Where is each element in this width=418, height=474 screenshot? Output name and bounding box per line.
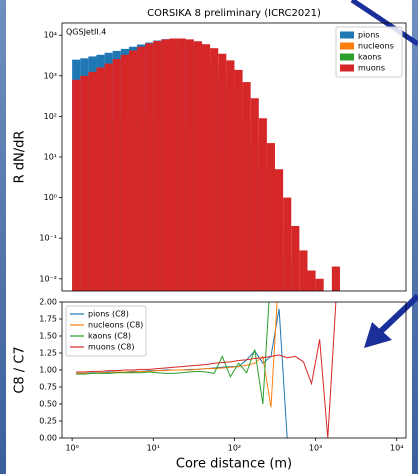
- bar: [234, 69, 243, 291]
- legend-label: kaons (C8): [88, 332, 131, 341]
- bar: [299, 250, 308, 291]
- y-tick-label: 1.75: [39, 315, 57, 324]
- x-tick-label: 10³: [309, 444, 322, 453]
- x-axis-label: Core distance (m): [176, 457, 292, 472]
- bar: [218, 53, 227, 291]
- y-tick-label: 10⁻¹: [39, 234, 57, 243]
- bar: [250, 98, 259, 291]
- legend-swatch: [340, 53, 354, 61]
- y-tick-label: 10⁻²: [39, 274, 57, 283]
- legend-label: pions (C8): [88, 310, 129, 319]
- legend-label: muons (C8): [88, 343, 134, 352]
- y-tick-label: 2.00: [39, 298, 57, 307]
- decor-arrow: [375, 293, 418, 337]
- legend-swatch: [340, 31, 354, 39]
- bar: [161, 39, 170, 291]
- bottom-panel: C8 / C7 Core distance (m) 0.00 0.25 0.50 0.75…: [13, 298, 407, 472]
- bar: [291, 225, 300, 291]
- bar: [185, 39, 194, 291]
- bar: [177, 38, 186, 291]
- annotation: QGSJetII.4: [66, 28, 106, 37]
- bar: [315, 278, 324, 291]
- y-axis-label: C8 / C7: [13, 346, 28, 393]
- bar: [80, 75, 89, 291]
- legend-label: kaons: [358, 53, 382, 62]
- line: [76, 302, 278, 408]
- bar: [275, 169, 284, 291]
- bar: [307, 270, 316, 291]
- x-tick-label: 10⁰: [65, 444, 78, 453]
- y-tick-label: 10⁴: [44, 31, 57, 40]
- bar: [137, 46, 146, 291]
- bar: [153, 41, 162, 291]
- y-tick-label: 0.50: [39, 400, 57, 409]
- y-tick-label: 1.50: [39, 332, 57, 341]
- bar: [112, 58, 121, 291]
- y-tick-label: 0.75: [39, 383, 57, 392]
- legend-swatch: [340, 64, 354, 72]
- bar: [283, 197, 292, 291]
- bar: [242, 82, 251, 291]
- y-tick-label: 10²: [44, 112, 57, 121]
- y-tick-label: 10¹: [44, 153, 57, 162]
- line: [76, 302, 337, 438]
- legend-label: muons: [358, 64, 385, 73]
- bar: [96, 67, 105, 291]
- bar: [128, 50, 138, 291]
- bar: [88, 71, 97, 291]
- legend-swatch: [340, 42, 354, 50]
- axes-frame: [61, 301, 407, 439]
- decor-arrow: [350, 0, 418, 47]
- y-axis-label: R dN/dR: [13, 131, 28, 184]
- bar: [258, 118, 267, 291]
- bar: [331, 266, 340, 291]
- legend-label: nucleons (C8): [88, 321, 143, 330]
- bar: [145, 43, 154, 291]
- top-panel: CORSIKA 8 preliminary (ICRC2021) QGSJetII…: [13, 8, 407, 292]
- bar: [201, 44, 211, 291]
- bar: [210, 48, 219, 291]
- axes-frame: [61, 22, 407, 292]
- bar: [104, 63, 113, 291]
- plot-area: [76, 302, 337, 438]
- bar: [72, 79, 81, 291]
- x-tick-label: 10²: [228, 444, 241, 453]
- decor-arrowhead: [364, 322, 392, 348]
- y-tick-label: 1.00: [39, 366, 57, 375]
- legend-label: nucleons: [358, 42, 394, 51]
- x-tick-label: 10¹: [147, 444, 160, 453]
- bar: [193, 41, 202, 291]
- y-tick-label: 10⁰: [44, 193, 57, 202]
- bar: [169, 38, 178, 291]
- bar: [120, 54, 129, 291]
- bar: [266, 143, 276, 291]
- bar: [226, 60, 235, 291]
- y-tick-label: 10³: [44, 71, 57, 80]
- line: [76, 302, 270, 405]
- x-tick-label: 10⁴: [390, 444, 403, 453]
- y-tick-label: 0.25: [39, 417, 57, 426]
- chart-title: CORSIKA 8 preliminary (ICRC2021): [147, 8, 321, 19]
- legend-box: [65, 305, 147, 357]
- legend-label: pions: [358, 31, 379, 40]
- y-tick-label: 1.25: [39, 349, 57, 358]
- plot-area: [72, 38, 340, 291]
- y-tick-label: 0.00: [39, 434, 57, 443]
